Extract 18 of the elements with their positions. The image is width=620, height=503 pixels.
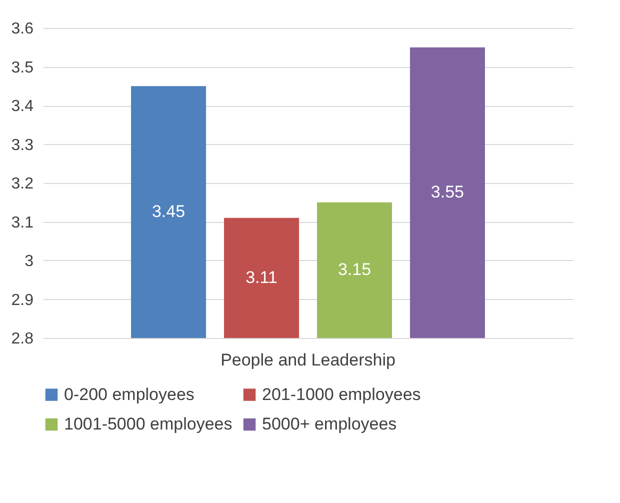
data-label: 3.11 xyxy=(246,268,278,287)
y-tick-label: 3.1 xyxy=(11,214,34,232)
legend-label: 1001-5000 employees xyxy=(64,414,232,434)
data-label: 3.15 xyxy=(338,260,372,280)
y-tick-label: 3.2 xyxy=(11,176,34,192)
legend-label: 201-1000 employees xyxy=(262,384,421,404)
y-tick-label: 3.6 xyxy=(11,20,34,38)
y-tick-label: 3.5 xyxy=(11,59,34,76)
legend-label: 5000+ employees xyxy=(262,414,397,434)
legend-label: 0-200 employees xyxy=(64,384,194,404)
y-tick-label: 3.4 xyxy=(11,98,34,115)
x-tick-label: People and Leadership xyxy=(220,350,396,370)
data-label: 3.55 xyxy=(430,182,464,202)
data-label: 3.45 xyxy=(152,202,186,222)
y-tick-label: 2.9 xyxy=(11,292,34,309)
y-tick-label: 2.8 xyxy=(11,330,34,348)
y-tick-label: 3 xyxy=(24,253,34,270)
y-tick-label: 3.3 xyxy=(11,136,34,154)
